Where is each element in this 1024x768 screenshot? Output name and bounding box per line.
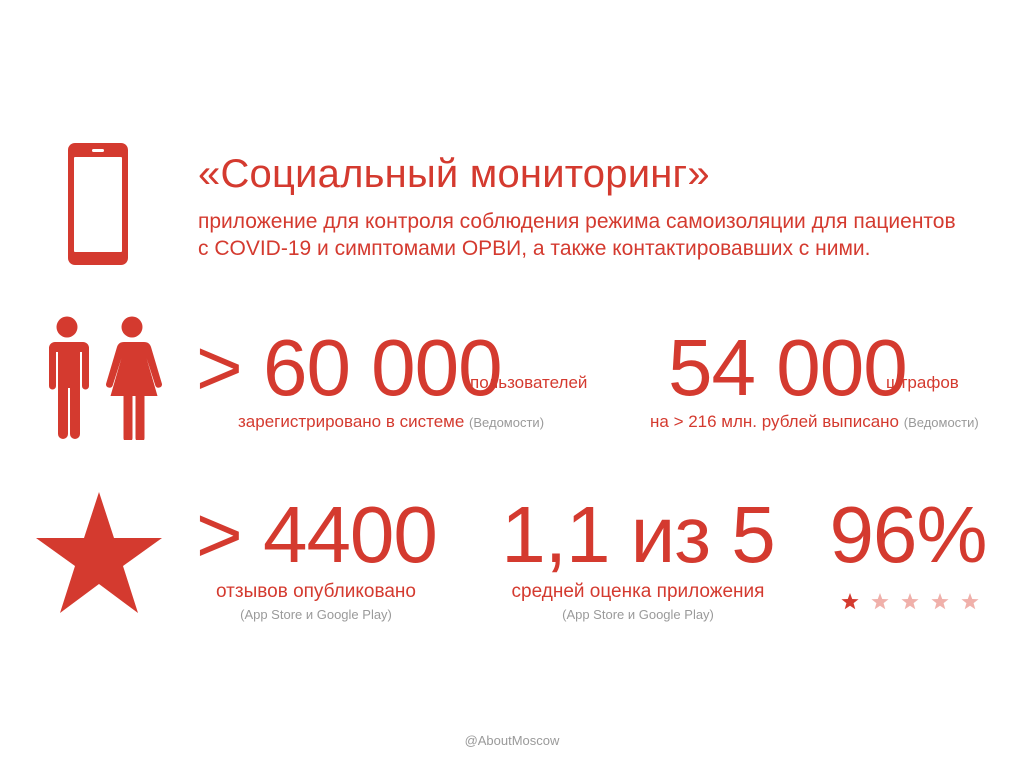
star-filled-icon <box>841 593 859 610</box>
reviews-source: (App Store и Google Play) <box>240 607 392 622</box>
fines-caption: на > 216 млн. рублей выписано (Ведомости… <box>650 411 979 433</box>
rating-value: 1,1 из 5 <box>501 490 776 579</box>
page-subtitle: приложение для контроля соблюдения режим… <box>198 208 998 262</box>
star-empty-icon <box>961 593 979 610</box>
smartphone-icon <box>68 143 128 265</box>
users-count-value: > 60 000 <box>196 323 503 412</box>
rating-caption: средней оценка приложения <box>511 581 765 602</box>
users-caption: зарегистрировано в системе (Ведомости) <box>238 411 544 433</box>
footer-handle: @AboutMoscow <box>464 733 560 748</box>
users-count-unit: пользователей <box>470 373 588 392</box>
reviews-count-value: > 4400 <box>196 490 438 579</box>
star-icon <box>36 492 162 613</box>
fines-source: (Ведомости) <box>903 415 979 430</box>
reviews-caption: отзывов опубликовано <box>216 581 416 602</box>
percent-value: 96% <box>829 490 987 579</box>
star-empty-icon <box>931 593 949 610</box>
fines-count-value: 54 000 <box>668 323 908 412</box>
people-icon <box>49 316 162 440</box>
subtitle-line-1: приложение для контроля соблюдения режим… <box>198 210 956 233</box>
subtitle-line-2: с COVID-19 и симптомами ОРВИ, а также ко… <box>198 237 871 260</box>
star-empty-icon <box>871 593 889 610</box>
fines-count-unit: штрафов <box>886 373 959 392</box>
star-empty-icon <box>901 593 919 610</box>
rating-source: (App Store и Google Play) <box>562 607 714 622</box>
rating-stars-svg <box>841 593 979 610</box>
users-source: (Ведомости) <box>469 415 545 430</box>
page-title: «Социальный мониторинг» <box>198 152 710 196</box>
rating-stars <box>839 591 984 613</box>
users-caption-text: зарегистрировано в системе <box>238 412 465 431</box>
fines-caption-text: на > 216 млн. рублей выписано <box>650 412 900 431</box>
